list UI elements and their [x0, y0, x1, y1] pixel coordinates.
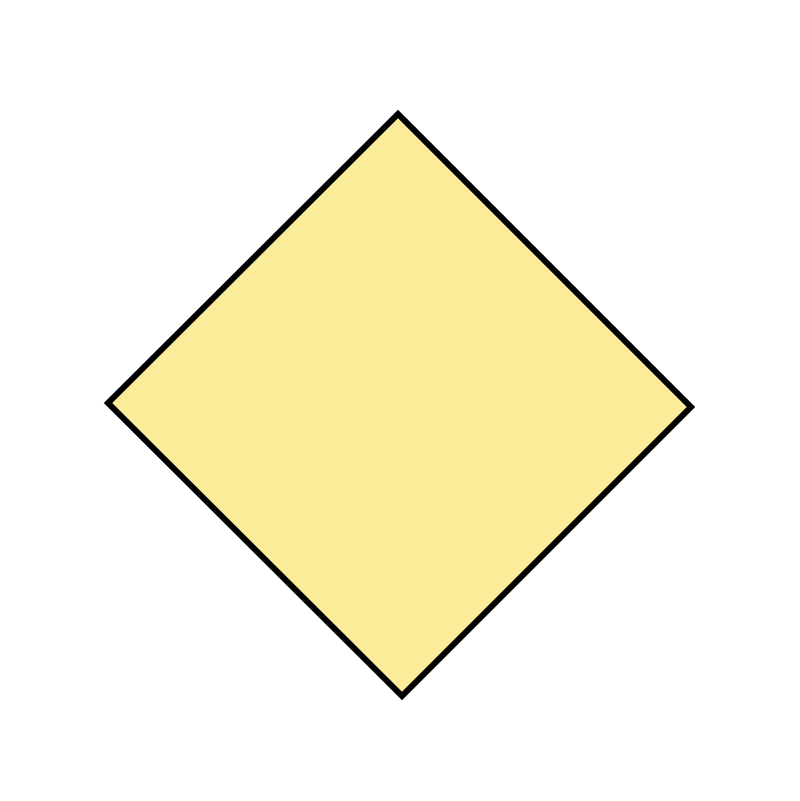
yellow-diamond-shape	[103, 109, 696, 701]
